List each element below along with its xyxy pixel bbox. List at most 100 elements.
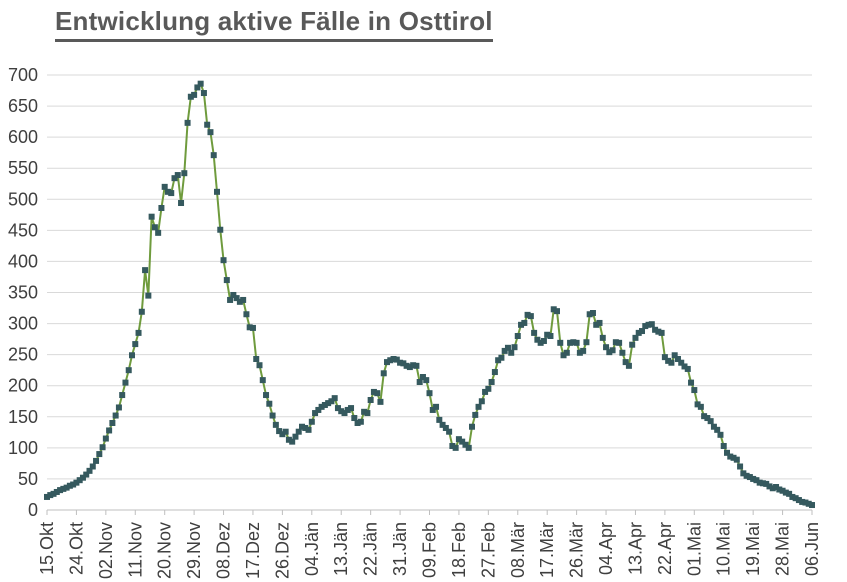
data-point-marker bbox=[426, 390, 433, 397]
x-tick-label: 17.Mär bbox=[537, 522, 557, 578]
data-point-marker bbox=[89, 463, 96, 470]
data-point-marker bbox=[786, 490, 793, 497]
x-tick-label: 11.Nov bbox=[125, 522, 145, 578]
data-point-marker bbox=[344, 406, 351, 413]
data-point-marker bbox=[282, 428, 289, 435]
data-point-marker bbox=[168, 190, 175, 197]
data-point-marker bbox=[361, 408, 368, 415]
x-tick-label: 08.Mär bbox=[508, 522, 528, 578]
data-point-marker bbox=[439, 421, 446, 428]
y-tick-label: 200 bbox=[8, 376, 38, 396]
data-point-marker bbox=[370, 388, 377, 395]
y-tick-label: 250 bbox=[8, 345, 38, 365]
data-point-marker bbox=[305, 426, 312, 433]
x-tick-label: 04.Jän bbox=[302, 522, 322, 576]
data-point-marker bbox=[485, 385, 492, 392]
data-point-marker bbox=[148, 213, 155, 220]
x-tick-label: 13.Apr bbox=[625, 522, 645, 575]
series-line bbox=[46, 82, 813, 506]
data-point-marker bbox=[792, 495, 799, 502]
data-point-marker bbox=[400, 360, 407, 367]
y-tick-label: 350 bbox=[8, 283, 38, 303]
series-markers bbox=[44, 80, 815, 509]
data-point-marker bbox=[557, 339, 564, 346]
data-point-marker bbox=[112, 412, 119, 419]
data-point-marker bbox=[204, 121, 211, 128]
data-point-marker bbox=[384, 359, 390, 366]
data-point-marker bbox=[668, 359, 675, 366]
y-tick-label: 400 bbox=[8, 251, 38, 271]
data-point-marker bbox=[259, 377, 266, 384]
data-point-marker bbox=[406, 364, 413, 371]
data-point-marker bbox=[504, 344, 511, 351]
data-point-marker bbox=[171, 175, 178, 182]
data-point-marker bbox=[433, 403, 440, 410]
x-tick-label: 08.Dez bbox=[214, 522, 234, 579]
data-point-marker bbox=[132, 341, 139, 348]
data-point-marker bbox=[544, 331, 551, 338]
data-point-marker bbox=[272, 421, 279, 428]
data-point-marker bbox=[743, 472, 750, 479]
data-point-marker bbox=[776, 486, 783, 493]
data-point-marker bbox=[410, 362, 417, 369]
data-point-marker bbox=[227, 296, 234, 303]
data-point-marker bbox=[508, 349, 515, 356]
data-point-marker bbox=[465, 444, 472, 451]
data-point-marker bbox=[210, 152, 217, 159]
data-point-marker bbox=[138, 308, 145, 315]
x-tick-label: 28.Mai bbox=[773, 522, 793, 576]
data-point-marker bbox=[174, 172, 181, 179]
data-point-marker bbox=[583, 339, 590, 346]
data-point-marker bbox=[96, 451, 103, 458]
y-tick-label: 50 bbox=[18, 469, 38, 489]
data-point-marker bbox=[164, 188, 171, 195]
data-point-marker bbox=[665, 357, 672, 364]
data-point-marker bbox=[285, 436, 292, 443]
data-point-marker bbox=[86, 467, 93, 474]
y-axis-labels: 0 50 100 150 200 250 300 350 400 450 500 550 600 650 7… bbox=[8, 65, 38, 520]
data-point-marker bbox=[746, 474, 753, 481]
data-point-marker bbox=[691, 387, 698, 394]
data-point-marker bbox=[357, 418, 364, 425]
data-point-marker bbox=[756, 479, 763, 486]
data-point-marker bbox=[243, 311, 250, 318]
data-point-marker bbox=[374, 390, 381, 397]
y-tick-label: 600 bbox=[8, 127, 38, 147]
x-tick-label: 17.Dez bbox=[243, 522, 263, 579]
data-point-marker bbox=[469, 423, 475, 430]
data-point-marker bbox=[599, 334, 606, 341]
data-point-marker bbox=[642, 323, 649, 330]
data-point-marker bbox=[57, 487, 64, 494]
data-point-marker bbox=[603, 344, 610, 351]
data-point-marker bbox=[619, 349, 626, 356]
data-point-marker bbox=[759, 480, 766, 487]
data-point-marker bbox=[187, 93, 194, 100]
data-point-marker bbox=[701, 413, 708, 420]
data-point-marker bbox=[629, 341, 636, 348]
data-point-marker bbox=[334, 405, 341, 412]
data-point-marker bbox=[576, 349, 583, 356]
data-point-marker bbox=[341, 410, 348, 417]
data-point-marker bbox=[769, 485, 776, 492]
data-point-marker bbox=[534, 336, 541, 343]
data-point-marker bbox=[521, 319, 528, 326]
data-point-marker bbox=[586, 311, 593, 318]
data-point-marker bbox=[710, 423, 717, 430]
y-tick-label: 450 bbox=[8, 220, 38, 240]
data-point-marker bbox=[214, 188, 220, 195]
data-point-marker bbox=[609, 347, 616, 354]
y-tick-label: 0 bbox=[28, 500, 38, 520]
data-point-marker bbox=[655, 328, 662, 335]
data-point-marker bbox=[606, 349, 613, 356]
data-point-marker bbox=[119, 392, 126, 399]
data-point-marker bbox=[348, 405, 355, 412]
data-point-marker bbox=[625, 362, 632, 369]
x-tick-label: 18.Feb bbox=[449, 522, 469, 578]
data-point-marker bbox=[537, 339, 544, 346]
data-point-marker bbox=[478, 398, 485, 405]
data-point-marker bbox=[236, 298, 243, 305]
data-point-marker bbox=[707, 418, 714, 425]
data-point-marker bbox=[554, 308, 560, 315]
data-point-marker bbox=[737, 463, 744, 470]
